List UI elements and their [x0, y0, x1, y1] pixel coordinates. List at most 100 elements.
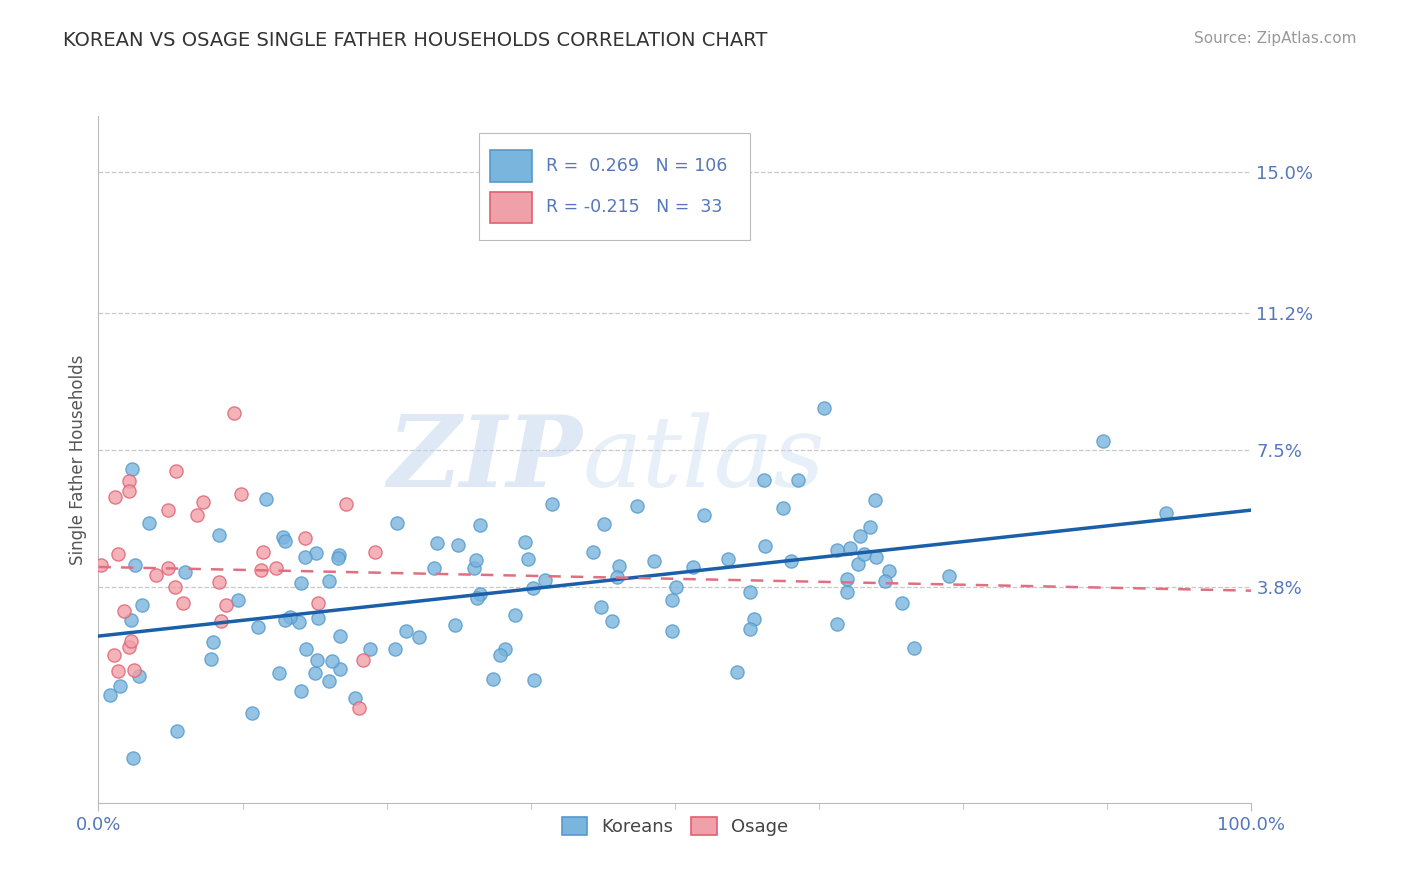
Point	[172, 596, 194, 610]
Point	[207, 574, 229, 589]
Point	[541, 497, 564, 511]
Point	[606, 569, 628, 583]
Point	[294, 549, 316, 564]
Point	[121, 750, 143, 764]
Point	[307, 611, 329, 625]
Point	[112, 604, 135, 618]
Point	[156, 561, 179, 575]
Point	[643, 554, 665, 568]
Point	[395, 624, 418, 639]
Point	[754, 539, 776, 553]
Point	[522, 581, 544, 595]
Point	[117, 474, 139, 488]
Point	[447, 537, 470, 551]
Point	[240, 706, 263, 720]
Point	[186, 508, 208, 523]
Point	[661, 624, 683, 638]
Point	[873, 574, 896, 588]
Point	[742, 611, 765, 625]
Point	[682, 559, 704, 574]
Point	[848, 529, 870, 543]
Point	[128, 669, 150, 683]
Point	[271, 530, 294, 544]
Point	[626, 499, 648, 513]
Point	[124, 558, 146, 572]
FancyBboxPatch shape	[479, 133, 749, 240]
Point	[359, 641, 381, 656]
Point	[754, 473, 776, 487]
Point	[600, 614, 623, 628]
Point	[246, 620, 269, 634]
Point	[335, 497, 357, 511]
Point	[329, 662, 352, 676]
Point	[318, 673, 340, 688]
Point	[229, 486, 252, 500]
Point	[846, 557, 869, 571]
Point	[328, 548, 350, 562]
Point	[294, 531, 316, 545]
Text: Source: ZipAtlas.com: Source: ZipAtlas.com	[1194, 31, 1357, 46]
Point	[104, 491, 127, 505]
Point	[209, 614, 232, 628]
Point	[593, 516, 616, 531]
Point	[305, 546, 328, 560]
Text: ZIP: ZIP	[388, 411, 582, 508]
Point	[226, 593, 249, 607]
Point	[859, 520, 882, 534]
Point	[825, 543, 848, 558]
Point	[124, 663, 146, 677]
Point	[607, 559, 630, 574]
Point	[200, 652, 222, 666]
Point	[120, 633, 142, 648]
Point	[787, 473, 810, 487]
Point	[835, 585, 858, 599]
Point	[274, 613, 297, 627]
Point	[166, 724, 188, 739]
Point	[321, 654, 343, 668]
Point	[827, 616, 849, 631]
Point	[364, 544, 387, 558]
Text: KOREAN VS OSAGE SINGLE FATHER HOUSEHOLDS CORRELATION CHART: KOREAN VS OSAGE SINGLE FATHER HOUSEHOLDS…	[63, 31, 768, 50]
Point	[107, 664, 129, 678]
Point	[118, 483, 141, 498]
Point	[100, 688, 122, 702]
Point	[582, 544, 605, 558]
Point	[307, 596, 329, 610]
Point	[534, 573, 557, 587]
Point	[215, 598, 238, 612]
Point	[305, 653, 328, 667]
Point	[145, 568, 167, 582]
Point	[222, 406, 245, 420]
Point	[665, 580, 688, 594]
Point	[252, 544, 274, 558]
Point	[266, 561, 288, 575]
Point	[318, 574, 340, 588]
Legend: Koreans, Osage: Koreans, Osage	[554, 810, 796, 843]
Point	[779, 554, 801, 568]
Point	[295, 642, 318, 657]
Point	[444, 618, 467, 632]
FancyBboxPatch shape	[491, 150, 531, 182]
Point	[290, 684, 312, 698]
Point	[249, 563, 271, 577]
Point	[494, 642, 516, 657]
Point	[740, 585, 762, 599]
Point	[716, 552, 738, 566]
Point	[107, 547, 129, 561]
Point	[120, 613, 142, 627]
Point	[482, 672, 505, 686]
Text: R = -0.215   N =  33: R = -0.215 N = 33	[546, 198, 723, 216]
Point	[468, 587, 491, 601]
Point	[347, 701, 370, 715]
Point	[274, 533, 297, 548]
Point	[326, 551, 349, 566]
Point	[1092, 434, 1115, 449]
Point	[879, 564, 901, 578]
Point	[740, 622, 762, 636]
Point	[725, 665, 748, 679]
Point	[304, 666, 326, 681]
Point	[121, 462, 143, 476]
FancyBboxPatch shape	[491, 192, 531, 223]
Point	[344, 690, 367, 705]
Point	[90, 558, 112, 572]
